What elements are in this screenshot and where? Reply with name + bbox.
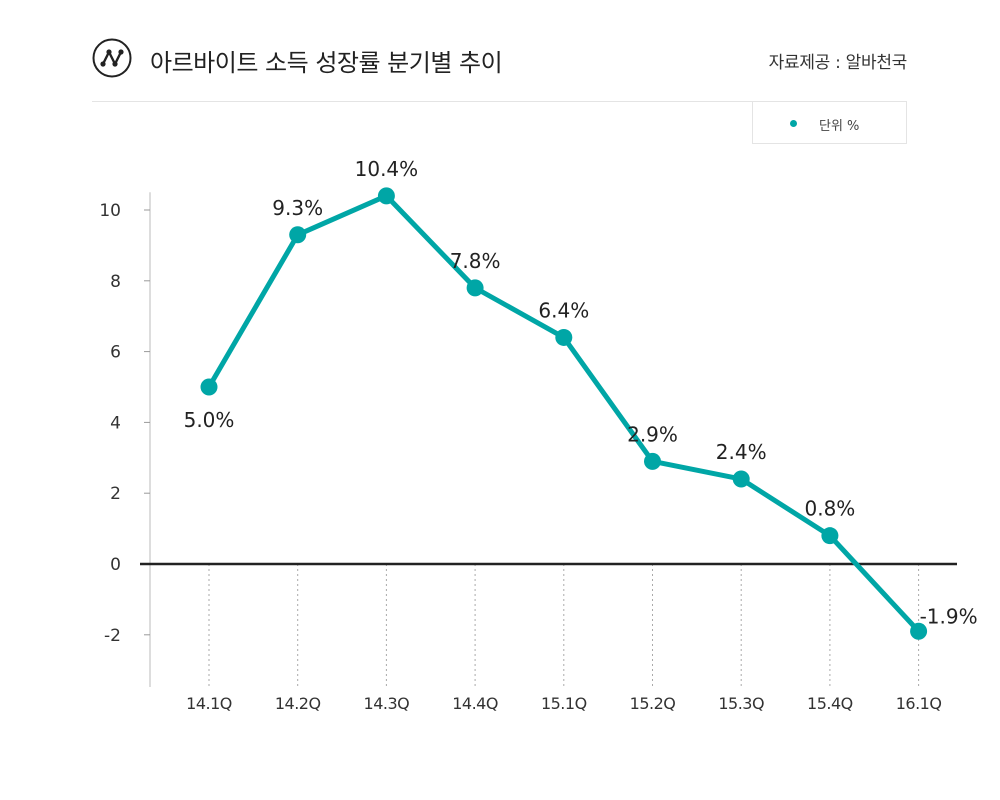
data-label: 10.4% [355, 157, 419, 181]
data-label: 6.4% [538, 298, 589, 322]
legend-label: 단위 % [819, 119, 860, 134]
header-divider [92, 101, 907, 102]
data-point [200, 378, 218, 396]
x-tick-label: 16.1Q [896, 694, 942, 713]
x-tick-label: 14.1Q [186, 694, 232, 713]
x-tick-label: 15.2Q [630, 694, 676, 713]
x-tick-label: 14.2Q [275, 694, 321, 713]
y-tick-label: 6 [110, 343, 121, 363]
y-tick-label: 10 [99, 201, 121, 221]
source-credit: 자료제공 : 알바천국 [768, 53, 908, 73]
legend-marker [790, 120, 797, 127]
data-point [555, 328, 573, 346]
x-tick-label: 14.3Q [364, 694, 410, 713]
chart-header: 아르바이트 소득 성장률 분기별 추이 자료제공 : 알바천국 [92, 38, 907, 82]
line-chart-icon [92, 38, 132, 78]
y-tick-label: 0 [110, 555, 121, 575]
x-tick-label: 15.1Q [541, 694, 587, 713]
data-point [732, 470, 750, 488]
y-tick-label: 4 [110, 413, 121, 433]
x-tick-label: 15.3Q [718, 694, 764, 713]
data-label: 9.3% [272, 196, 323, 220]
legend-box: 단위 % [752, 102, 907, 144]
x-tick-label: 14.4Q [452, 694, 498, 713]
data-point [466, 279, 484, 297]
data-point [289, 226, 307, 244]
y-tick-label: -2 [104, 626, 121, 646]
data-point [644, 452, 661, 470]
data-label: 5.0% [184, 408, 235, 432]
data-point [377, 187, 395, 205]
data-label: -1.9% [920, 604, 978, 628]
y-tick-label: 8 [110, 272, 121, 292]
x-tick-label: 15.4Q [807, 694, 853, 713]
data-label: 0.8% [804, 497, 855, 521]
chart-title: 아르바이트 소득 성장률 분기별 추이 [150, 49, 503, 77]
data-point [910, 622, 928, 640]
data-point [821, 527, 839, 545]
data-label: 2.9% [627, 422, 678, 446]
data-label: 2.4% [716, 440, 767, 464]
y-tick-label: 2 [110, 484, 121, 504]
data-label: 7.8% [450, 249, 501, 273]
